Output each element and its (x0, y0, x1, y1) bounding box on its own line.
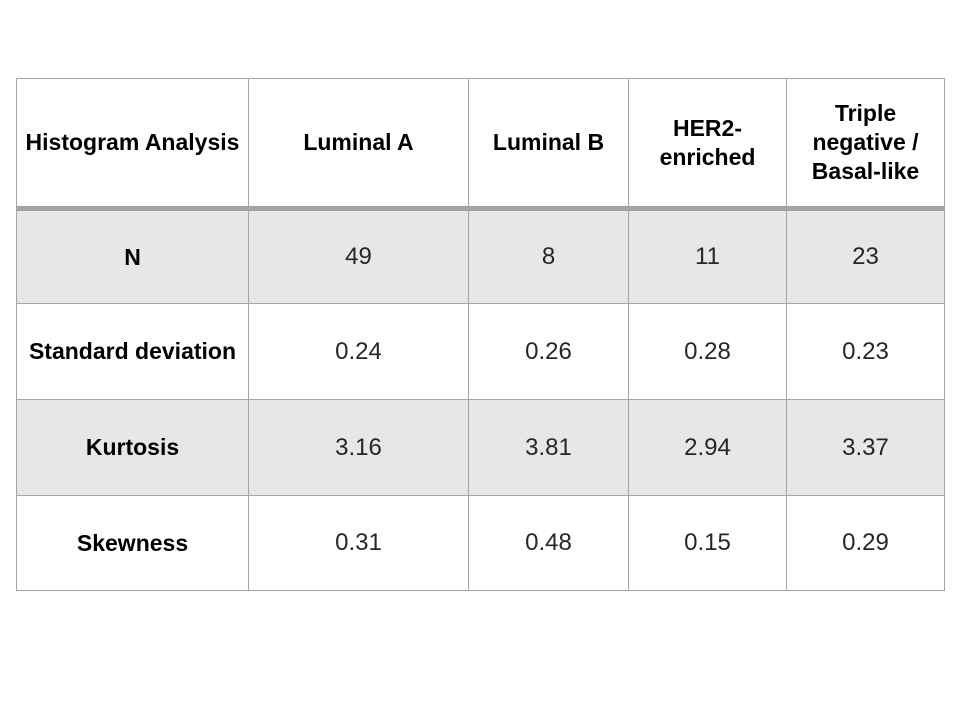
cell-value: 0.48 (468, 495, 629, 591)
column-header-luminal-b: Luminal B (468, 78, 629, 211)
cell-value: 0.24 (248, 303, 469, 400)
analysis-table: Histogram Analysis Luminal A Luminal B H… (16, 78, 945, 591)
header-row: Histogram Analysis Luminal A Luminal B H… (16, 78, 945, 211)
table-row-standard-deviation: Standard deviation 0.24 0.26 0.28 0.23 (16, 303, 945, 400)
row-label: N (16, 208, 249, 304)
cell-value: 3.81 (468, 399, 629, 496)
cell-value: 0.29 (786, 495, 945, 591)
table-row-skewness: Skewness 0.31 0.48 0.15 0.29 (16, 495, 945, 591)
column-header-analysis: Histogram Analysis (16, 78, 249, 211)
cell-value: 8 (468, 208, 629, 304)
row-label: Kurtosis (16, 399, 249, 496)
column-header-luminal-a: Luminal A (248, 78, 469, 211)
cell-value: 11 (628, 208, 787, 304)
column-header-triple-negative: Triple negative / Basal-like (786, 78, 945, 211)
table-row-kurtosis: Kurtosis 3.16 3.81 2.94 3.37 (16, 399, 945, 496)
row-label: Standard deviation (16, 303, 249, 400)
cell-value: 0.23 (786, 303, 945, 400)
cell-value: 49 (248, 208, 469, 304)
cell-value: 0.15 (628, 495, 787, 591)
table-row-n: N 49 8 11 23 (16, 208, 945, 304)
row-label: Skewness (16, 495, 249, 591)
cell-value: 3.37 (786, 399, 945, 496)
cell-value: 2.94 (628, 399, 787, 496)
cell-value: 3.16 (248, 399, 469, 496)
cell-value: 0.31 (248, 495, 469, 591)
cell-value: 0.28 (628, 303, 787, 400)
cell-value: 0.26 (468, 303, 629, 400)
cell-value: 23 (786, 208, 945, 304)
column-header-her2-enriched: HER2- enriched (628, 78, 787, 211)
